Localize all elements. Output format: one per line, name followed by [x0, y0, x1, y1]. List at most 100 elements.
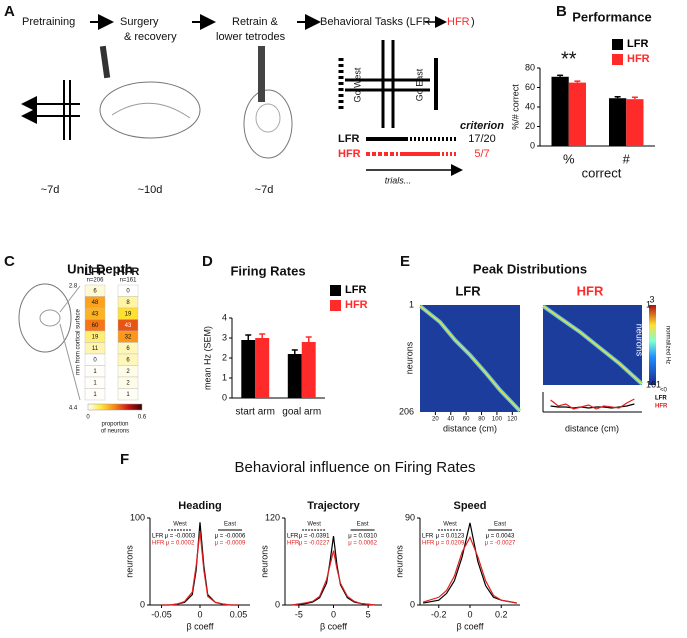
x-axis-label: β coeff	[320, 621, 348, 631]
east-label: East	[357, 522, 369, 528]
x-tick-label: -0.2	[431, 609, 447, 619]
depth-count: 1	[93, 380, 97, 386]
criterion-title: criterion	[460, 120, 504, 132]
step: lower tetrodes	[216, 31, 286, 43]
x-tick-label: 40	[447, 417, 454, 423]
duration: ~10d	[138, 184, 163, 196]
chart-title: Firing Rates	[230, 263, 305, 278]
chart-title: Trajectory	[307, 500, 360, 512]
bar	[241, 340, 256, 398]
series-line	[423, 522, 517, 604]
x-tick-label: start arm	[236, 407, 275, 418]
mean-label: μ = -0.0009	[215, 541, 246, 547]
depth-cell	[84, 388, 106, 401]
colorbar-tick: 0	[86, 415, 90, 421]
depth-cell	[117, 388, 139, 401]
legend-label: LFR	[152, 534, 164, 540]
depth-tick: 4.4	[69, 406, 78, 412]
depth-count: 2	[126, 380, 130, 386]
legend-label: LFR	[422, 534, 434, 540]
panel-label: B	[556, 3, 567, 20]
y-axis-label: neurons	[404, 341, 414, 374]
depth-count: 43	[125, 323, 132, 329]
mean-label: μ = -0.0227	[299, 541, 330, 547]
go-east: Go East	[414, 68, 424, 101]
task-row-name: LFR	[338, 133, 359, 145]
series-line	[550, 398, 635, 410]
x-tick-label: 0.05	[230, 609, 248, 619]
step: Retrain &	[232, 16, 279, 28]
legend-label: LFR	[627, 38, 648, 50]
y-tick-label: 0	[530, 140, 535, 150]
depth-count: 6	[126, 346, 130, 352]
legend-label: HFR	[422, 541, 435, 547]
mean-label: μ = 0.0062	[348, 541, 377, 547]
x-axis-label: distance (cm)	[565, 423, 619, 433]
depth-count: 6	[93, 288, 97, 294]
task-row-value: 5/7	[474, 148, 489, 160]
brain-icon	[18, 283, 72, 353]
brain-icon	[243, 89, 293, 159]
mean-label: μ = 0.0123	[436, 534, 465, 540]
y-tick-label: 80	[525, 62, 535, 72]
legend-label: LFR	[655, 396, 667, 402]
west-label: West	[307, 522, 321, 528]
significance: **	[561, 48, 577, 70]
mean-label: μ = -0.0006	[215, 534, 246, 540]
bar	[255, 338, 270, 398]
y-axis-label: neurons	[259, 545, 269, 578]
bar	[626, 99, 644, 146]
colorbar-tick: <0	[660, 388, 668, 394]
bar	[551, 76, 569, 146]
panel-label: C	[4, 253, 15, 270]
depth-count: 48	[92, 300, 99, 306]
y-tick-label: 90	[405, 512, 415, 522]
colorbar-tick: 0.6	[138, 415, 147, 421]
depth-count: 19	[125, 311, 132, 317]
series-line	[291, 536, 376, 606]
x-axis-label: β coeff	[456, 621, 484, 631]
panel-label: A	[4, 3, 15, 20]
x-tick-label: 0	[467, 609, 472, 619]
x-tick-label: 0	[331, 609, 336, 619]
heatmap-title: HFR	[577, 283, 604, 298]
y-tick-label: 20	[525, 121, 535, 131]
legend-swatch	[330, 285, 341, 296]
task-row-value: 17/20	[468, 133, 496, 145]
x-tick-label: %	[563, 151, 575, 166]
chart-title: Heading	[178, 500, 221, 512]
depth-count: 60	[92, 323, 99, 329]
y-tick-label: 0	[222, 392, 227, 402]
y-tick-label: 161	[646, 379, 661, 389]
east-label: East	[224, 522, 236, 528]
brain-icon	[39, 309, 61, 327]
legend-label: HFR	[345, 299, 368, 311]
y-tick-label: 120	[265, 512, 280, 522]
depth-count: 11	[92, 346, 99, 352]
x-tick-label: 20	[432, 417, 439, 423]
x-tick-label: #	[623, 151, 631, 166]
duration: ~7d	[41, 184, 60, 196]
tetrode-icon	[99, 45, 111, 79]
x-tick-label: 0	[197, 609, 202, 619]
x-tick-label: 5	[366, 609, 371, 619]
legend-label: LFR	[345, 284, 366, 296]
duration: ~7d	[255, 184, 274, 196]
column-n: n=161	[120, 278, 138, 284]
depth-count: 43	[92, 311, 99, 317]
step: Surgery	[120, 16, 159, 28]
tetrode-icon	[258, 46, 265, 102]
task-title: )	[471, 16, 475, 28]
x-tick-label: 0.2	[495, 609, 508, 619]
legend-swatch	[330, 300, 341, 311]
y-axis-label: neurons	[394, 545, 404, 578]
y-axis-label: %/# correct	[510, 84, 520, 130]
x-tick-label: -5	[295, 609, 303, 619]
task-maze	[338, 40, 438, 128]
zoom-line	[59, 285, 81, 313]
panel-title: Unit Depth	[67, 261, 133, 276]
colorbar	[87, 403, 143, 411]
y-axis-label: neurons	[124, 545, 134, 578]
x-tick-label: 60	[463, 417, 470, 423]
panel-label: E	[400, 253, 410, 270]
